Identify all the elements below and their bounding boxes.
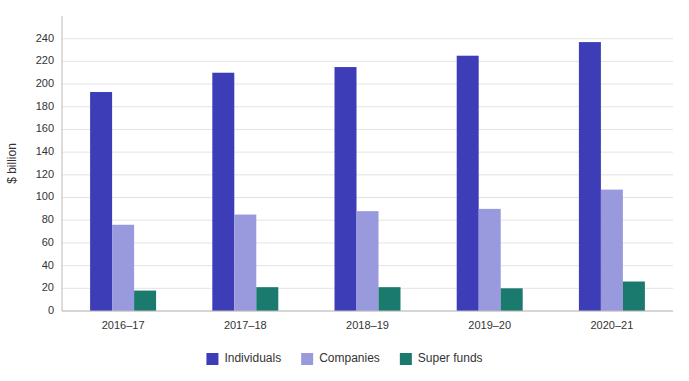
bar [457, 56, 479, 311]
grid-line [62, 38, 673, 39]
x-axis-line [62, 311, 673, 312]
legend-swatch [400, 353, 412, 365]
bar [234, 215, 256, 311]
y-tick-label: 140 [36, 145, 54, 157]
y-tick-label: 60 [42, 236, 54, 248]
x-tick-label: 2019–20 [468, 319, 511, 331]
bar [112, 225, 134, 311]
bar [579, 42, 601, 311]
grid-line [62, 311, 673, 312]
bar [623, 282, 645, 312]
chart-svg: 0 20 40 60 80 100 120 140 160 180 200 220 240 $ billi… [0, 0, 689, 381]
chart-container: 0 20 40 60 80 100 120 140 160 180 200 220 240 $ billi… [0, 0, 689, 381]
legend: Individuals Companies Super funds [206, 351, 482, 365]
y-axis-line [62, 16, 63, 311]
bar [378, 287, 400, 311]
y-tick-label: 20 [42, 281, 54, 293]
y-tick-label: 220 [36, 54, 54, 66]
legend-label: Super funds [418, 351, 483, 365]
legend-label: Companies [319, 351, 380, 365]
legend-label: Individuals [224, 351, 281, 365]
y-tick-label: 200 [36, 77, 54, 89]
y-tick-label: 100 [36, 190, 54, 202]
x-tick-label: 2016–17 [102, 319, 145, 331]
y-tick-label: 80 [42, 213, 54, 225]
bar [335, 67, 357, 311]
y-tick-label: 240 [36, 32, 54, 44]
x-tick-label: 2020–21 [590, 319, 633, 331]
bars [90, 42, 645, 311]
bar [134, 291, 156, 311]
bar [479, 209, 501, 311]
y-tick-label: 0 [48, 304, 54, 316]
y-axis-title: $ billion [5, 143, 19, 184]
x-tick-label: 2018–19 [346, 319, 389, 331]
grid [62, 39, 673, 311]
bar [501, 288, 523, 311]
legend-swatch [206, 353, 218, 365]
x-tick-label: 2017–18 [224, 319, 267, 331]
bar [357, 211, 379, 311]
bar [601, 190, 623, 311]
legend-swatch [301, 353, 313, 365]
y-tick-label: 40 [42, 259, 54, 271]
y-tick-label: 180 [36, 100, 54, 112]
y-tick-label: 160 [36, 122, 54, 134]
bar [212, 73, 234, 311]
y-axis: 0 20 40 60 80 100 120 140 160 180 200 220 240 [36, 16, 62, 316]
y-tick-label: 120 [36, 168, 54, 180]
x-axis: 2016–17 2017–18 2018–19 2019–20 2020–21 [62, 311, 673, 331]
bar [90, 92, 112, 311]
bar [256, 287, 278, 311]
